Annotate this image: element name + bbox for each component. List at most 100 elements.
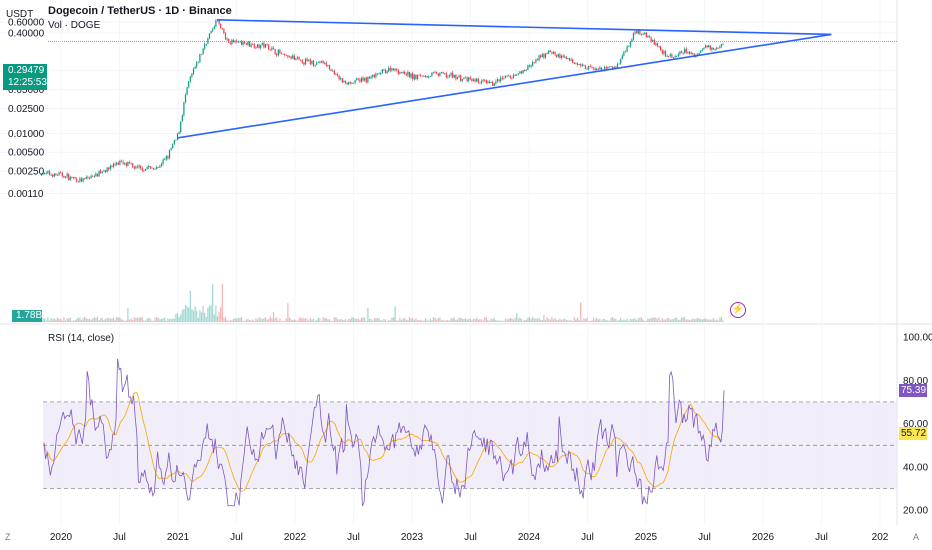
candle-body <box>429 76 431 78</box>
candle-body <box>168 149 171 159</box>
volume-bar <box>122 319 124 322</box>
volume-bar <box>279 318 281 322</box>
candle-body <box>40 174 43 176</box>
candle-body <box>488 81 491 83</box>
volume-bar <box>471 320 473 322</box>
candle-body <box>92 175 94 177</box>
candle-body <box>85 177 87 179</box>
volume-bar <box>567 320 569 322</box>
volume-bar <box>551 317 553 322</box>
candle-body <box>309 59 311 64</box>
candle-body <box>381 69 383 74</box>
candle-body <box>453 74 455 78</box>
volume-bar <box>364 317 366 322</box>
candle-body <box>404 71 406 75</box>
currency-label[interactable]: USDT <box>6 9 34 20</box>
candle-body <box>460 75 462 81</box>
candle-body <box>535 59 537 63</box>
volume-bar <box>234 318 236 322</box>
volume-bar <box>679 319 681 322</box>
volume-bar <box>472 318 475 322</box>
volume-bar <box>119 317 121 322</box>
candle-body <box>287 55 289 58</box>
volume-bar <box>656 319 659 322</box>
candle-body <box>368 76 371 79</box>
volume-bar <box>180 314 182 322</box>
lightning-icon[interactable]: ⚡ <box>730 302 746 318</box>
volume-bar <box>280 320 283 322</box>
rsi-legend[interactable]: RSI (14, close) <box>48 333 115 344</box>
candle-body <box>557 54 559 57</box>
candle-body <box>580 64 582 66</box>
candle-body <box>93 175 95 177</box>
candle-body <box>468 77 470 82</box>
volume-bar <box>719 317 721 322</box>
volume-bar <box>618 319 620 322</box>
candle-body <box>591 66 593 68</box>
candle-body <box>530 65 532 67</box>
candle-body <box>538 55 540 61</box>
candle-body <box>84 178 86 180</box>
volume-bar <box>636 320 638 322</box>
candle-body <box>719 46 721 48</box>
candle-body <box>501 77 503 79</box>
volume-bar <box>444 320 446 322</box>
candle-body <box>375 73 377 78</box>
candle-body <box>109 165 111 170</box>
candle-body <box>676 55 678 57</box>
time-axis[interactable]: 2020 Jul 2021 Jul 2022 Jul 2023 Jul 2024 Jul 2025 J… <box>50 532 889 543</box>
candle-body <box>255 47 257 49</box>
volume-bar <box>559 318 561 322</box>
candle-body <box>253 44 255 48</box>
volume-bar <box>524 319 526 322</box>
volume-bar <box>64 320 67 322</box>
volume-bar <box>476 317 478 322</box>
candle-body <box>437 73 439 77</box>
candle-body <box>112 163 115 167</box>
volume-bar <box>319 318 321 322</box>
volume-bar <box>672 319 675 322</box>
candle-body <box>576 63 579 65</box>
candle-body <box>327 65 329 66</box>
candle-body <box>207 37 209 44</box>
zoom-button[interactable]: Z <box>5 532 11 542</box>
candle-body <box>444 73 446 75</box>
volume-bar <box>274 318 276 322</box>
auto-scale-button[interactable]: A <box>913 532 920 542</box>
price-axis[interactable]: 0.600000.400000.100000.050000.025000.010… <box>8 18 45 200</box>
trendline <box>216 19 832 36</box>
candle-body <box>332 70 334 72</box>
candle-body <box>364 77 366 81</box>
volume-bar <box>696 317 699 322</box>
volume-bar <box>116 317 118 322</box>
volume-bar <box>250 320 252 322</box>
candle-body <box>245 43 247 45</box>
volume-bar <box>423 320 425 322</box>
candle-body <box>391 68 393 71</box>
rsi-lines <box>43 358 725 507</box>
candle-body <box>509 75 511 78</box>
volume-bar <box>543 315 545 322</box>
volume-bar <box>584 318 587 322</box>
volume-bar <box>580 302 582 322</box>
volume-bar <box>464 318 467 322</box>
candle-body <box>546 53 548 55</box>
volume-bar <box>496 320 499 322</box>
volume-bar <box>239 317 241 322</box>
symbol-title[interactable]: Dogecoin / TetherUS · 1D · Binance <box>48 5 232 17</box>
volume-bar <box>415 318 417 322</box>
candle-body <box>605 67 607 69</box>
candle-body <box>716 47 718 50</box>
candle-body <box>173 140 175 145</box>
volume-bar <box>407 319 409 322</box>
volume-bar <box>184 304 187 322</box>
candle-body <box>484 79 486 81</box>
volume-legend[interactable]: Vol · DOGE <box>48 20 101 31</box>
candle-body <box>722 43 724 45</box>
candle-body <box>82 178 84 182</box>
candle-body <box>325 62 327 66</box>
rsi-axis[interactable]: 100.00 80.00 60.00 40.00 20.00 <box>903 333 932 517</box>
candle-body <box>186 87 188 95</box>
volume-bar <box>487 319 489 322</box>
